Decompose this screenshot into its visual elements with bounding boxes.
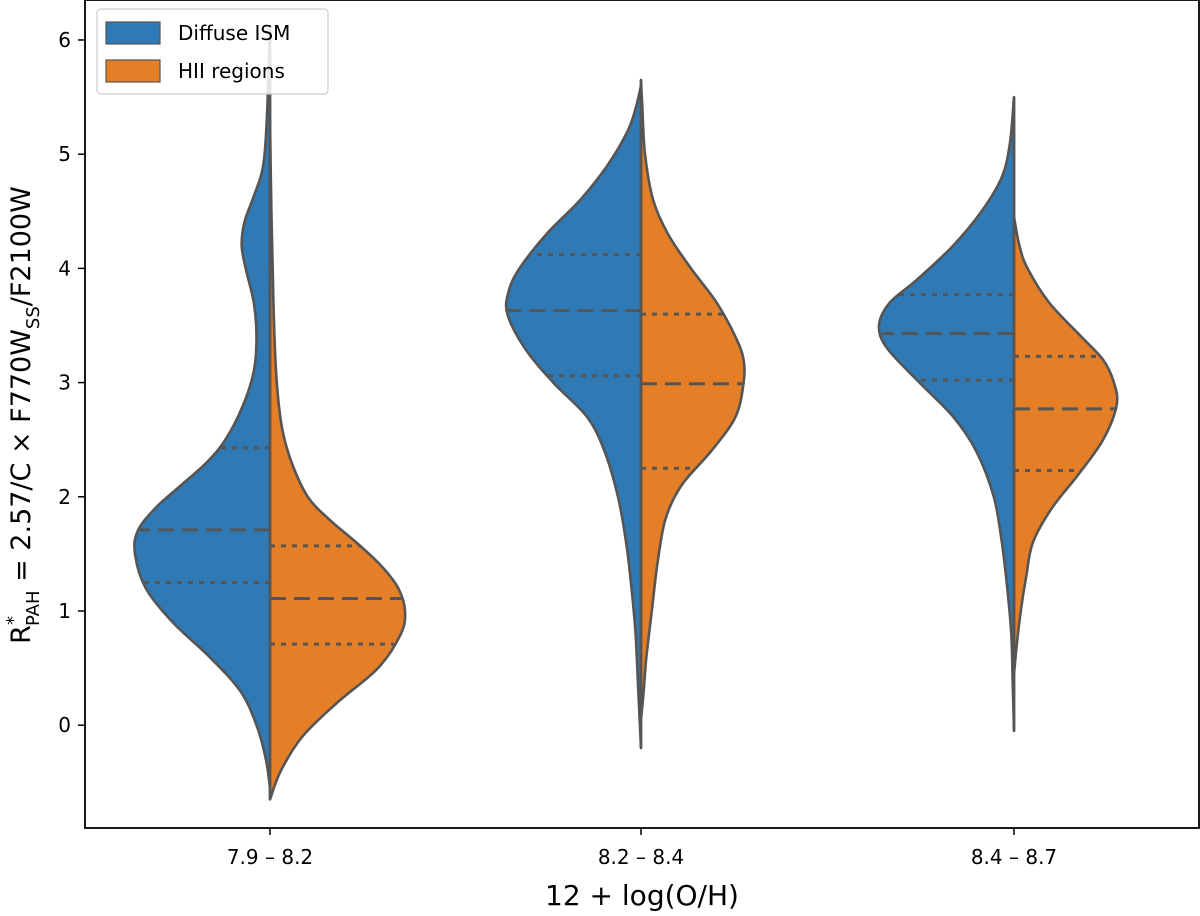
y-axis: 0 1 2 3 4 5 6: [58, 28, 85, 737]
x-tick-label-2: 8.2 – 8.4: [598, 845, 684, 869]
violin-hii-regions-2: [639, 78, 746, 721]
violin-diffuse-ism-2: [504, 84, 643, 750]
violin-diffuse-ism-3: [877, 95, 1016, 733]
x-tick-label-3: 8.4 – 8.7: [971, 845, 1057, 869]
y-tick-label-3: 3: [58, 371, 71, 395]
y-tick-label-6: 6: [58, 28, 71, 52]
y-label-sub2: SS: [23, 306, 44, 329]
violins-layer: [133, 27, 1119, 801]
violin-hii-regions-1: [268, 118, 407, 801]
x-axis-label: 12 + log(O/H): [545, 879, 739, 912]
y-tick-label-0: 0: [58, 713, 71, 737]
y-label-prefix: R: [6, 625, 37, 644]
legend-label-hii-regions: HII regions: [178, 59, 285, 83]
y-label-middle: = 2.57/C × F770W: [6, 329, 37, 590]
y-label-sup: *: [3, 616, 24, 625]
plot-frame: [84, 0, 1200, 829]
quartile-lines-layer: [138, 253, 1116, 646]
y-label-sub: PAH: [23, 590, 44, 626]
y-tick-label-5: 5: [58, 142, 71, 166]
y-axis-label: R*PAH = 2.57/C × F770WSS/F2100W: [3, 186, 44, 644]
legend-swatch-diffuse-ism: [105, 21, 161, 45]
y-tick-label-4: 4: [58, 256, 71, 280]
legend-swatch-hii-regions: [105, 59, 161, 83]
y-tick-label-1: 1: [58, 599, 71, 623]
x-axis: 7.9 – 8.2 8.2 – 8.4 8.4 – 8.7: [227, 828, 1057, 869]
x-tick-label-1: 7.9 – 8.2: [227, 845, 313, 869]
legend-label-diffuse-ism: Diffuse ISM: [178, 21, 290, 45]
legend: Diffuse ISM HII regions: [96, 8, 329, 95]
y-tick-label-2: 2: [58, 485, 71, 509]
y-label-suffix: /F2100W: [6, 186, 37, 306]
violin-hii-regions-3: [1012, 215, 1119, 676]
violin-diffuse-ism-1: [133, 27, 272, 790]
